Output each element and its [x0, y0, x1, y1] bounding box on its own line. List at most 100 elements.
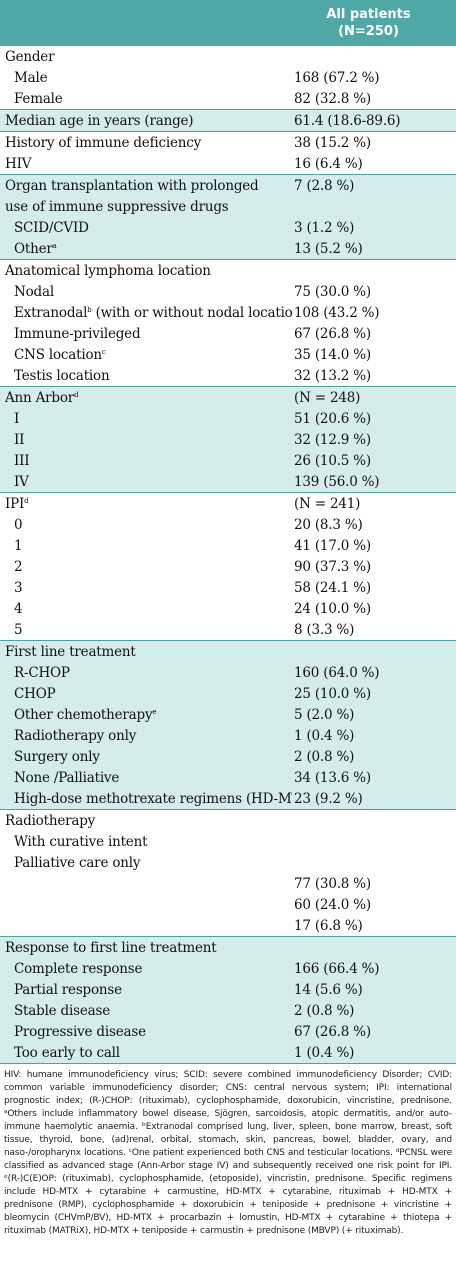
table-row: Gender	[0, 46, 456, 67]
row-label-text: Progressive disease	[14, 1023, 146, 1040]
row-label-text: Nodal	[14, 283, 54, 300]
column-header-all-patients: All patients (N=250)	[281, 6, 456, 40]
footnote-marker: d	[74, 390, 79, 399]
table-row: High-dose methotrexate regimens (HD-MTX)…	[0, 788, 456, 809]
table-row: SCID/CVID 3 (1.2 %)	[0, 217, 456, 238]
row-label-text: 3	[14, 579, 23, 596]
row-value: 32 (12.9 %)	[294, 431, 371, 448]
characteristics-table: All patients (N=250) Gender Male 168 (67.2…	[0, 0, 456, 1236]
table-section: First line treatment R-CHOP 160 (64.0 %) CH…	[0, 641, 456, 810]
row-label-text: Ann Arbor	[5, 389, 75, 406]
row-label: Female	[0, 91, 292, 107]
footnote-text: HIV: humane immunodeficiency virus; SCID…	[4, 1070, 452, 1236]
row-label: II	[0, 432, 292, 448]
row-label: HIV	[0, 156, 292, 172]
row-value: 166 (66.4 %)	[294, 960, 380, 977]
row-value: 8 (3.3 %)	[294, 621, 355, 638]
row-label-text: Immune-privileged	[14, 325, 141, 342]
row-label-text: Gender	[5, 48, 55, 65]
row-label: 2	[0, 559, 292, 575]
row-label-text: CHOP	[14, 685, 56, 702]
row-value: 2 (0.8 %)	[294, 1002, 355, 1019]
table-row: 3 58 (24.1 %)	[0, 577, 456, 598]
table-row: Stable disease 2 (0.8 %)	[0, 1000, 456, 1021]
row-value: 58 (24.1 %)	[294, 579, 371, 596]
row-label-text: Stable disease	[14, 1002, 111, 1019]
row-label: Median age in years (range)	[0, 113, 292, 129]
row-label: Complete response	[0, 961, 292, 977]
table-row: None /Palliative 34 (13.6 %)	[0, 767, 456, 788]
row-label-text: Surgery only	[14, 748, 100, 765]
row-value: 82 (32.8 %)	[294, 90, 371, 107]
row-value: 67 (26.8 %)	[294, 325, 371, 342]
row-value: 51 (20.6 %)	[294, 410, 371, 427]
row-label-text: Organ transplantation with prolonged	[5, 177, 259, 194]
row-label: Radiotherapy	[0, 813, 292, 829]
table-row: 60 (24.0 %)	[0, 894, 456, 915]
row-value: 32 (13.2 %)	[294, 367, 371, 384]
row-label-text: I	[14, 410, 20, 427]
row-label-text: Anatomical lymphoma location	[5, 262, 211, 279]
row-label-text: Male	[14, 69, 48, 86]
row-value: 67 (26.8 %)	[294, 1023, 371, 1040]
table-row: III 26 (10.5 %)	[0, 450, 456, 471]
row-label-text: 0	[14, 516, 23, 533]
table-row: Immune-privileged 67 (26.8 %)	[0, 323, 456, 344]
table-section: Response to first line treatment Complete…	[0, 937, 456, 1064]
row-label-text: 2	[14, 558, 23, 575]
row-label: Palliative care only	[0, 855, 292, 871]
row-value: 3 (1.2 %)	[294, 219, 355, 236]
row-value: 61.4 (18.6-89.6)	[294, 112, 401, 129]
row-label-text: Palliative care only	[14, 854, 141, 871]
table-section: Ann Arbord (N = 248) I 51 (20.6 %) II 32 (12.…	[0, 387, 456, 493]
footnote-marker: e	[152, 707, 157, 716]
row-value: 35 (14.0 %)	[294, 346, 371, 363]
row-label-text: III	[14, 452, 30, 469]
table-section: Gender Male 168 (67.2 %) Female 82 (32.8 %)	[0, 46, 456, 110]
table-row: 5 8 (3.3 %)	[0, 619, 456, 640]
table-row: Nodal 75 (30.0 %)	[0, 281, 456, 302]
row-label-text: Complete response	[14, 960, 143, 977]
table-row: 77 (30.8 %)	[0, 873, 456, 894]
row-label-text: Median age in years (range)	[5, 112, 194, 129]
row-label-text: HIV	[5, 155, 32, 172]
column-header-count: (N=250)	[338, 24, 399, 39]
row-value: 60 (24.0 %)	[294, 896, 371, 913]
row-label-text: Partial response	[14, 981, 122, 998]
table-row: Complete response 166 (66.4 %)	[0, 958, 456, 979]
row-label: Surgery only	[0, 749, 292, 765]
row-label: 4	[0, 601, 292, 617]
table-row: HIV 16 (6.4 %)	[0, 153, 456, 174]
row-label: I	[0, 411, 292, 427]
row-label: Response to first line treatment	[0, 940, 292, 956]
row-label-text: Radiotherapy	[5, 812, 96, 829]
row-label-text: 4	[14, 600, 23, 617]
row-label: use of immune suppressive drugs	[0, 199, 292, 215]
row-value: 77 (30.8 %)	[294, 875, 371, 892]
table-section: Organ transplantation with prolonged 7 (2…	[0, 175, 456, 260]
footnote-marker: a	[52, 241, 57, 250]
table-row: R-CHOP 160 (64.0 %)	[0, 662, 456, 683]
row-label: CNS locationc	[0, 347, 292, 363]
footnote-marker: d	[24, 496, 29, 505]
row-label: IV	[0, 474, 292, 490]
row-label: R-CHOP	[0, 665, 292, 681]
table-row: Anatomical lymphoma location	[0, 260, 456, 281]
table-row: II 32 (12.9 %)	[0, 429, 456, 450]
row-label: CHOP	[0, 686, 292, 702]
row-label: III	[0, 453, 292, 469]
table-section: Radiotherapy With curative intent Palliati…	[0, 810, 456, 937]
row-value: 16 (6.4 %)	[294, 155, 363, 172]
row-value: 20 (8.3 %)	[294, 516, 363, 533]
row-label: SCID/CVID	[0, 220, 292, 236]
table-header: All patients (N=250)	[0, 0, 456, 46]
table-row: I 51 (20.6 %)	[0, 408, 456, 429]
row-label: 0	[0, 517, 292, 533]
row-label-text: History of immune deficiency	[5, 134, 202, 151]
row-label-text: R-CHOP	[14, 664, 70, 681]
row-label-text: II	[14, 431, 25, 448]
table-row: Testis location 32 (13.2 %)	[0, 365, 456, 386]
row-label: Testis location	[0, 368, 292, 384]
row-value: 1 (0.4 %)	[294, 727, 355, 744]
row-value: 108 (43.2 %)	[294, 304, 380, 321]
